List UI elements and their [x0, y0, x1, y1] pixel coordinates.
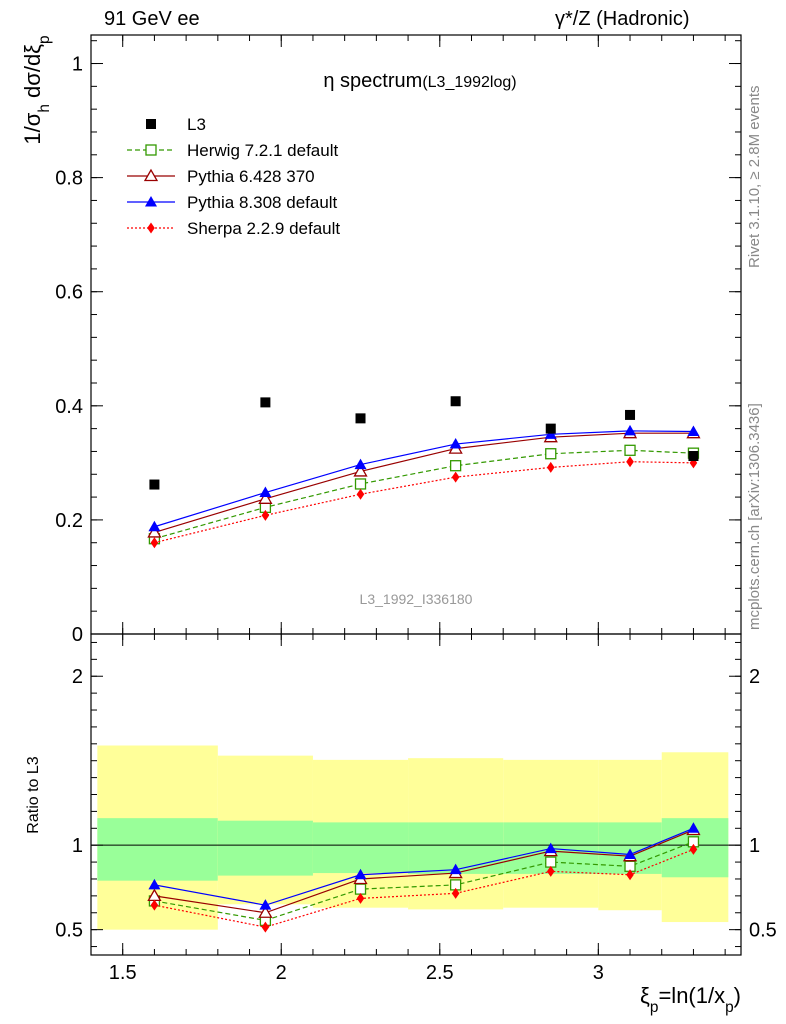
main-series-0-point-3	[449, 460, 462, 472]
chart-title: η spectrum(L3_1992log)	[323, 70, 516, 92]
rivet-version-label: Rivet 3.1.10, ≥ 2.8M events	[746, 85, 763, 269]
ratio-series-2-point-1	[259, 899, 272, 910]
ratio-series-2	[148, 822, 700, 910]
ratio-series-3-point-2	[356, 892, 365, 904]
l3-data-point-1	[260, 397, 271, 408]
legend-label-1: Herwig 7.2.1 default	[187, 141, 338, 160]
ratio-series-3-point-4	[546, 865, 555, 877]
ratio-series-3	[150, 843, 698, 933]
main-series-2-point-5	[624, 424, 637, 436]
xtick-label-3: 3	[593, 962, 604, 984]
main-ytick-label-4: 0.8	[55, 168, 83, 190]
ratio-series-3-point-1	[261, 921, 270, 933]
legend-label-4: Sherpa 2.2.9 default	[187, 219, 340, 238]
legend-label-0: L3	[187, 115, 206, 134]
ratio-series-2-point-0	[148, 878, 161, 890]
main-series-1	[147, 425, 701, 538]
legend-marker-3	[145, 196, 157, 207]
main-ylabel: 1/σh dσ/dξp	[20, 35, 53, 144]
main-series-3-point-1	[261, 509, 270, 521]
xtick-label-1: 2	[276, 962, 287, 984]
main-series-1-point-0	[147, 525, 162, 538]
main-series-2-point-1	[259, 486, 272, 498]
main-series-3-point-3	[451, 471, 460, 483]
legend: L3 Herwig 7.2.1 default Pythia 6.428 370 Py…	[127, 115, 340, 238]
main-series-3	[150, 456, 698, 549]
main-series-3-point-4	[546, 461, 555, 473]
ratio-ytick-label-right-2: 2	[749, 666, 760, 688]
main-series-2-point-2	[354, 458, 367, 470]
legend-label-3: Pythia 8.308 default	[187, 193, 338, 212]
ratio-ytick-label-right-0: 0.5	[749, 920, 777, 942]
ratio-series-2-point-6	[687, 822, 700, 833]
main-series-3-point-0	[150, 537, 159, 549]
ratio-series-1-point-1	[258, 905, 273, 918]
main-series-3-point-5	[626, 456, 634, 468]
legend-marker-2	[143, 168, 159, 182]
main-series-0-point-4	[545, 448, 557, 460]
main-ytick-label-5: 1	[72, 54, 83, 76]
ratio-series-2-point-2	[354, 868, 367, 880]
main-ytick-label-2: 0.4	[55, 396, 83, 418]
main-series-2-point-0	[148, 520, 161, 532]
l3-data-point-4	[545, 423, 556, 434]
legend-marker-0	[146, 119, 156, 129]
ratio-series-0-point-4	[545, 856, 557, 868]
main-ytick-label-1: 0.2	[55, 510, 83, 532]
ratio-ytick-label-0: 0.5	[55, 920, 83, 942]
ratio-ytick-label-2: 2	[72, 666, 83, 688]
xlabel: ξp=ln(1/xp)	[640, 983, 741, 1016]
main-series-1-point-1	[258, 491, 273, 504]
ratio-series-2-point-5	[624, 848, 637, 859]
ratio-series-3-point-3	[451, 887, 460, 899]
ratio-series-0-point-2	[354, 883, 367, 895]
ratio-ytick-label-1: 1	[72, 835, 83, 857]
main-series-0	[148, 444, 700, 545]
xtick-label-0: 1.5	[109, 962, 137, 984]
ratio-ytick-label-right-1: 1	[749, 835, 760, 857]
beam-label: γ*/Z (Hadronic)	[555, 8, 690, 30]
process-label: 91 GeV ee	[104, 8, 200, 30]
analysis-watermark: L3_1992_I336180	[360, 591, 473, 607]
legend-entry-2: Pythia 6.428 370	[127, 167, 315, 186]
legend-entry-3: Pythia 8.308 default	[127, 193, 338, 212]
main-series-0-point-2	[354, 478, 367, 490]
legend-entry-4: Sherpa 2.2.9 default	[127, 219, 340, 238]
main-series-3-point-2	[356, 488, 365, 500]
l3-data-point-2	[355, 413, 366, 424]
main-series-2	[148, 424, 700, 532]
ratio-series-2-point-3	[449, 863, 462, 875]
l3-data-point-6	[688, 451, 699, 462]
main-ytick-label-0: 0	[72, 624, 83, 646]
l3-data-point-0	[149, 479, 160, 490]
ratio-series-3-point-5	[626, 869, 634, 881]
legend-marker-1	[145, 144, 157, 156]
main-series-line-2	[154, 430, 694, 528]
main-series-2-point-6	[687, 425, 700, 436]
ratio-series-3-point-0	[150, 899, 159, 911]
legend-label-2: Pythia 6.428 370	[187, 167, 315, 186]
main-series-1-point-2	[353, 464, 368, 477]
ratio-series-3-point-6	[689, 843, 698, 855]
ratio-ylabel: Ratio to L3	[25, 756, 42, 833]
main-series-0-point-5	[624, 444, 636, 456]
inner-band-0	[97, 818, 218, 881]
ratio-series-2-point-4	[544, 842, 557, 854]
legend-entry-0: L3	[146, 115, 206, 134]
xtick-label-2: 2.5	[426, 962, 454, 984]
mcplots-credit-label: mcplots.cern.ch [arXiv:1306.3436]	[746, 403, 763, 630]
inner-band-2	[312, 822, 409, 874]
legend-entry-1: Herwig 7.2.1 default	[127, 141, 338, 160]
l3-data-point-5	[625, 409, 636, 420]
main-series-2-point-3	[449, 438, 462, 449]
legend-marker-4	[147, 222, 155, 234]
l3-data-point-3	[450, 396, 461, 407]
main-ytick-label-3: 0.6	[55, 282, 83, 304]
l3-data-points	[149, 396, 699, 490]
inner-band-1	[217, 820, 313, 876]
